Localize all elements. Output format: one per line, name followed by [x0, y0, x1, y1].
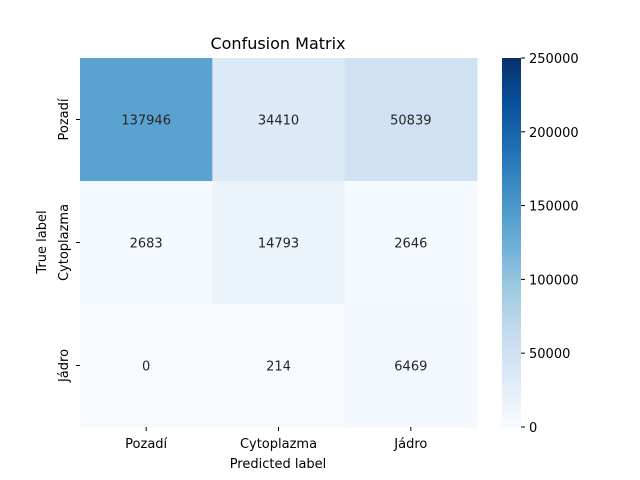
- heatmap-cells: [80, 58, 478, 428]
- heatmap-cell: [212, 304, 346, 428]
- y-tick-label: Cytoplazma: [57, 204, 72, 281]
- cell-value-label: 14793: [258, 237, 299, 252]
- heatmap-cell: [344, 304, 478, 428]
- heatmap-cell: [344, 181, 478, 305]
- x-axis-label: Predicted label: [230, 457, 327, 472]
- colorbar-gradient: [502, 58, 521, 427]
- cell-value-label: 2683: [130, 237, 163, 252]
- colorbar-tick-label: 0: [529, 421, 537, 436]
- x-tick-label: Cytoplazma: [240, 437, 317, 452]
- y-axis: Pozadí Cytoplazma Jádro: [57, 98, 80, 383]
- colorbar-tick-label: 100000: [529, 273, 579, 288]
- heatmap-cell: [212, 58, 346, 182]
- colorbar-tick-label: 50000: [529, 347, 570, 362]
- x-axis: Pozadí Cytoplazma Jádro: [125, 427, 427, 452]
- heatmap-cell: [344, 58, 478, 182]
- cell-value-label: 50839: [390, 114, 431, 129]
- cell-value-label: 6469: [394, 360, 427, 375]
- heatmap-cell: [212, 181, 346, 305]
- cell-value-label: 0: [142, 360, 150, 375]
- heatmap-cell-labels: 137946 34410 50839 2683 14793 2646 0 214 6469: [121, 114, 431, 375]
- heatmap-cell: [80, 304, 213, 428]
- heatmap-cell: [80, 58, 213, 182]
- colorbar: 0 50000 100000 150000 200000 250000: [502, 52, 579, 436]
- cell-value-label: 2646: [394, 237, 427, 252]
- y-tick-label: Jádro: [57, 349, 72, 383]
- y-tick-label: Pozadí: [57, 98, 72, 140]
- x-tick-label: Jádro: [393, 437, 427, 452]
- chart-title: Confusion Matrix: [210, 34, 345, 53]
- colorbar-tick-label: 150000: [529, 200, 579, 215]
- x-tick-label: Pozadí: [125, 437, 167, 452]
- colorbar-tick-label: 250000: [529, 52, 579, 67]
- y-axis-label: True label: [35, 210, 50, 274]
- cell-value-label: 34410: [258, 114, 299, 129]
- cell-value-label: 214: [266, 360, 291, 375]
- colorbar-tick-label: 200000: [529, 126, 579, 141]
- heatmap-cell: [80, 181, 213, 305]
- cell-value-label: 137946: [121, 114, 171, 129]
